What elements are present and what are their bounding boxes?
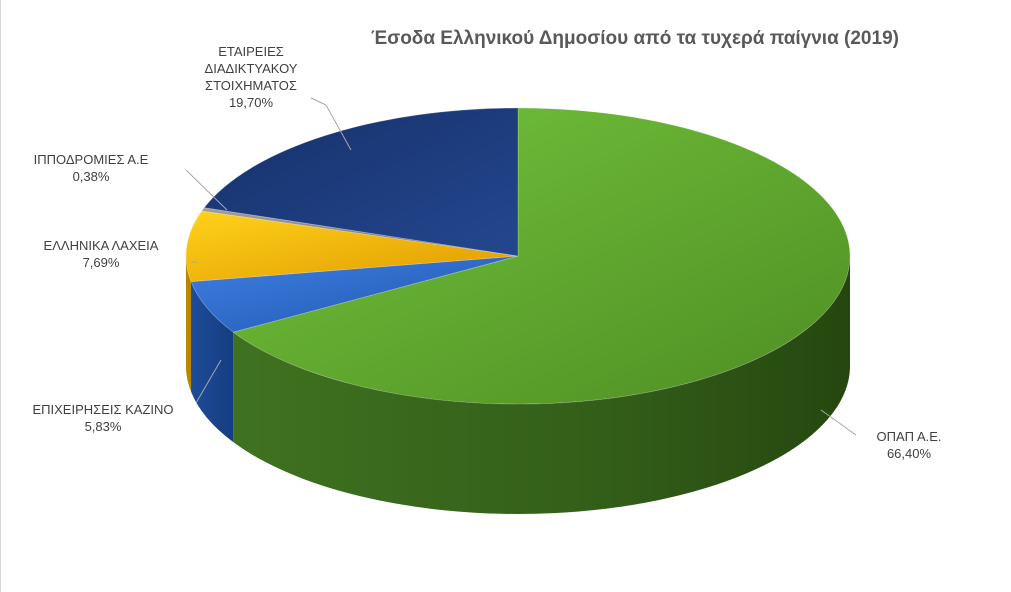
label-online-betting-value: 19,70% xyxy=(228,95,274,110)
label-casino: ΕΠΙΧΕΙΡΗΣΕΙΣ ΚΑΖΙΝΟ 5,83% xyxy=(13,401,193,435)
slice-horseracing-leader-line xyxy=(185,169,228,211)
label-opap-value: 66,40% xyxy=(886,446,932,461)
label-online-betting-line2: ΔΙΑΔΙΚΤΥΑΚΟΥ xyxy=(204,61,298,76)
slice-casino xyxy=(190,255,519,333)
slice-horseracing xyxy=(201,207,519,257)
slice-opap-side xyxy=(233,256,850,514)
label-lottery-name: ΕΛΛΗΝΙΚΑ ΛΑΧΕΙΑ xyxy=(43,238,159,253)
slice-online-betting xyxy=(203,107,519,257)
label-horseracing-name: ΙΠΠΟΔΡΟΜΙΕΣ Α.Ε xyxy=(33,152,149,167)
label-casino-name: ΕΠΙΧΕΙΡΗΣΕΙΣ ΚΑΖΙΝΟ xyxy=(32,402,174,417)
pie-slices xyxy=(185,107,851,405)
label-online-betting-line3: ΣΤΟΙΧΗΜΑΤΟΣ xyxy=(205,78,297,93)
label-horseracing-value: 0,38% xyxy=(72,169,110,184)
label-opap: ΟΠΑΠ Α.Ε. 66,40% xyxy=(839,428,979,462)
label-casino-value: 5,83% xyxy=(84,419,122,434)
label-online-betting-line1: ΕΤΑΙΡΕΙΕΣ xyxy=(218,44,284,59)
slice-lottery-side xyxy=(186,256,192,392)
label-horseracing: ΙΠΠΟΔΡΟΜΙΕΣ Α.Ε 0,38% xyxy=(11,151,171,185)
slice-casino-leader-line xyxy=(195,359,222,404)
pie-depth xyxy=(186,256,850,514)
label-opap-name: ΟΠΑΠ Α.Ε. xyxy=(876,429,942,444)
slice-casino-side xyxy=(191,281,234,443)
slice-opap-leader-line xyxy=(820,409,857,436)
slice-opap xyxy=(232,107,851,405)
slice-lottery xyxy=(185,210,519,283)
label-lottery-value: 7,69% xyxy=(82,255,120,270)
leader-lines xyxy=(185,97,857,436)
label-lottery: ΕΛΛΗΝΙΚΑ ΛΑΧΕΙΑ 7,69% xyxy=(21,237,181,271)
slice-online-betting-leader-line xyxy=(310,97,352,151)
label-online-betting: ΕΤΑΙΡΕΙΕΣ ΔΙΑΔΙΚΤΥΑΚΟΥ ΣΤΟΙΧΗΜΑΤΟΣ 19,70… xyxy=(181,43,321,111)
chart-title: Έσοδα Ελληνικού Δημοσίου από τα τυχερά π… xyxy=(371,28,899,49)
